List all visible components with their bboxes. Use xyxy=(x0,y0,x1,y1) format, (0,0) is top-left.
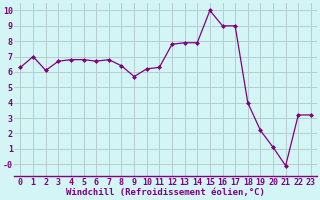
X-axis label: Windchill (Refroidissement éolien,°C): Windchill (Refroidissement éolien,°C) xyxy=(66,188,265,197)
